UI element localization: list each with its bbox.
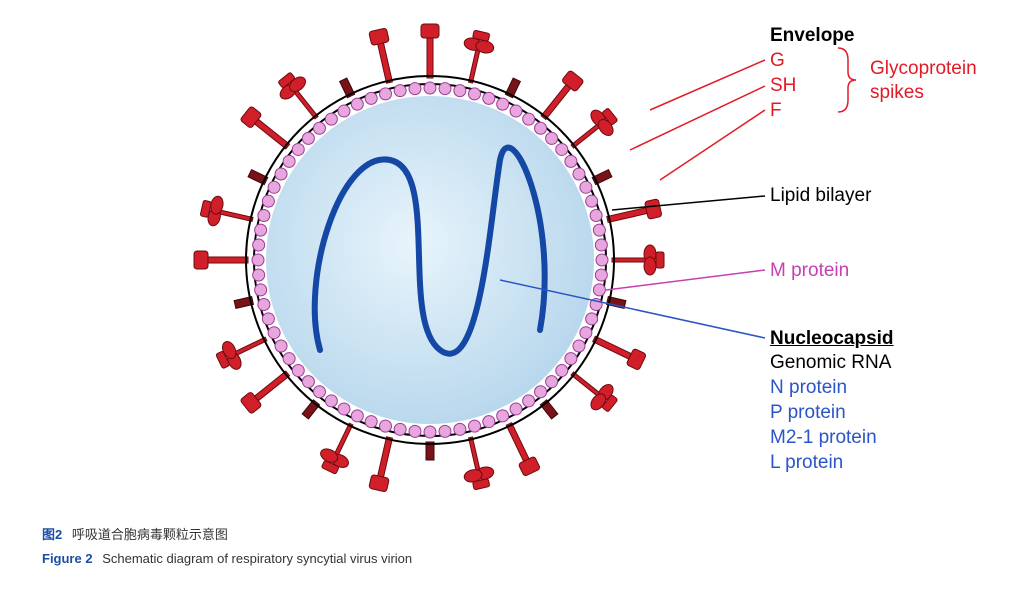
label-m21-protein: M2-1 protein: [770, 427, 877, 449]
label-p-protein: P protein: [770, 402, 846, 424]
label-spikes: spikes: [870, 82, 924, 104]
label-m-protein: M protein: [770, 260, 849, 282]
label-g: G: [770, 50, 785, 72]
caption-cn-figno: 图2: [42, 527, 62, 542]
label-n-protein: N protein: [770, 377, 847, 399]
label-f: F: [770, 100, 782, 122]
label-glycoprotein: Glycoprotein: [870, 58, 977, 80]
label-sh: SH: [770, 75, 796, 97]
caption-en-text: Schematic diagram of respiratory syncyti…: [102, 551, 412, 566]
label-nucleocapsid: Nucleocapsid: [770, 328, 894, 350]
label-l-protein: L protein: [770, 452, 843, 474]
label-envelope: Envelope: [770, 25, 854, 47]
figure-caption: 图2 呼吸道合胞病毒颗粒示意图 Figure 2 Schematic diagr…: [42, 523, 412, 570]
caption-en-figno: Figure 2: [42, 551, 93, 566]
label-lipid-bilayer: Lipid bilayer: [770, 185, 871, 207]
caption-cn-text: 呼吸道合胞病毒颗粒示意图: [72, 527, 228, 542]
label-genomic-rna: Genomic RNA: [770, 352, 891, 374]
